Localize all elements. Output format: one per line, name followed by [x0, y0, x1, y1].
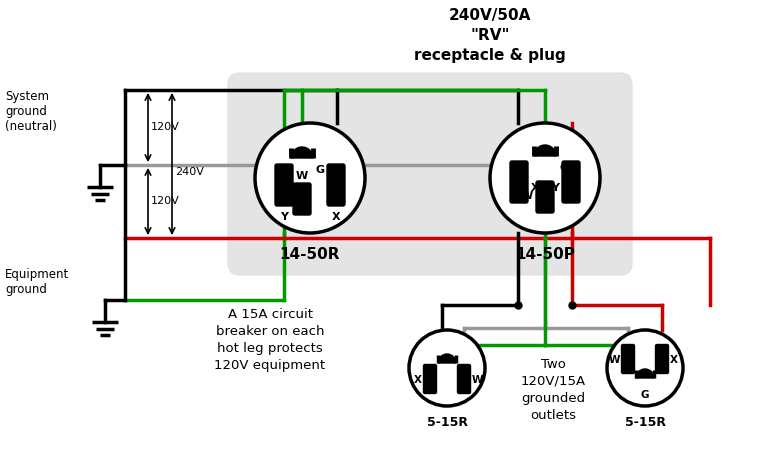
- FancyBboxPatch shape: [621, 344, 634, 374]
- Text: 240V: 240V: [175, 167, 204, 177]
- Text: 120V: 120V: [151, 197, 180, 207]
- Text: Y: Y: [551, 183, 559, 193]
- Text: System
ground
(neutral): System ground (neutral): [5, 90, 57, 133]
- Text: G: G: [559, 163, 568, 173]
- Text: 5-15R: 5-15R: [426, 416, 468, 429]
- Text: G: G: [458, 367, 466, 377]
- Text: W: W: [472, 375, 484, 385]
- Circle shape: [607, 330, 683, 406]
- Text: A 15A circuit
breaker on each
hot leg protects
120V equipment: A 15A circuit breaker on each hot leg pr…: [214, 308, 326, 372]
- Circle shape: [490, 123, 600, 233]
- FancyBboxPatch shape: [510, 161, 528, 203]
- FancyBboxPatch shape: [228, 73, 632, 275]
- FancyBboxPatch shape: [458, 365, 471, 394]
- Circle shape: [409, 330, 485, 406]
- Text: 14-50R: 14-50R: [280, 247, 340, 262]
- Text: G: G: [316, 165, 325, 175]
- Text: X: X: [670, 355, 678, 365]
- FancyBboxPatch shape: [327, 164, 345, 206]
- Text: X: X: [531, 183, 540, 193]
- FancyBboxPatch shape: [562, 161, 580, 203]
- FancyBboxPatch shape: [536, 181, 554, 213]
- FancyBboxPatch shape: [293, 183, 311, 215]
- Wedge shape: [438, 354, 456, 363]
- Text: 14-50P: 14-50P: [515, 247, 575, 262]
- Circle shape: [255, 123, 365, 233]
- Text: 120V: 120V: [151, 122, 180, 132]
- Text: G: G: [641, 390, 649, 400]
- Text: W: W: [296, 171, 308, 181]
- Wedge shape: [534, 145, 556, 156]
- Text: X: X: [332, 212, 340, 222]
- FancyBboxPatch shape: [275, 164, 293, 206]
- FancyBboxPatch shape: [656, 344, 668, 374]
- Text: W: W: [608, 355, 620, 365]
- Text: Y: Y: [280, 212, 288, 222]
- Text: W: W: [521, 191, 533, 201]
- Text: Two
120V/15A
grounded
outlets: Two 120V/15A grounded outlets: [521, 358, 585, 422]
- Text: Equipment
ground: Equipment ground: [5, 268, 69, 296]
- Text: 240V/50A
"RV"
receptacle & plug: 240V/50A "RV" receptacle & plug: [414, 8, 566, 63]
- Text: 5-15R: 5-15R: [624, 416, 666, 429]
- Text: X: X: [414, 375, 422, 385]
- Wedge shape: [636, 369, 654, 378]
- Wedge shape: [291, 147, 313, 158]
- FancyBboxPatch shape: [423, 365, 436, 394]
